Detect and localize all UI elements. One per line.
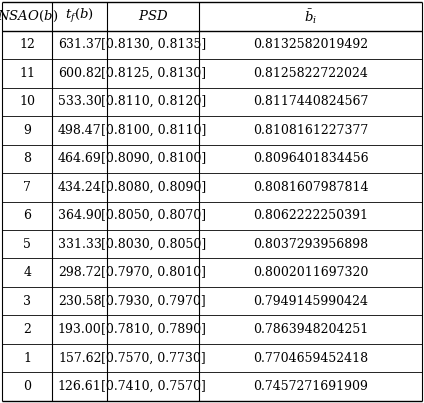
Text: 6: 6 xyxy=(23,209,31,222)
Text: 364.90: 364.90 xyxy=(58,209,102,222)
Text: 533.30: 533.30 xyxy=(58,95,102,108)
Text: [0.7410, 0.7570]: [0.7410, 0.7570] xyxy=(101,380,206,393)
Text: $NSAO(b)$: $NSAO(b)$ xyxy=(0,9,58,24)
Text: 0.8002011697320: 0.8002011697320 xyxy=(253,266,368,279)
Text: 230.58: 230.58 xyxy=(58,295,102,308)
Text: [0.7930, 0.7970]: [0.7930, 0.7970] xyxy=(101,295,206,308)
Text: 0: 0 xyxy=(23,380,31,393)
Text: 0.7704659452418: 0.7704659452418 xyxy=(253,352,368,365)
Text: 9: 9 xyxy=(23,124,31,137)
Text: 2: 2 xyxy=(23,323,31,336)
Text: [0.8090, 0.8100]: [0.8090, 0.8100] xyxy=(100,152,206,165)
Text: [0.8080, 0.8090]: [0.8080, 0.8090] xyxy=(100,181,206,194)
Text: 434.24: 434.24 xyxy=(58,181,102,194)
Text: 0.8081607987814: 0.8081607987814 xyxy=(253,181,368,194)
Text: 0.7863948204251: 0.7863948204251 xyxy=(253,323,368,336)
Text: 8: 8 xyxy=(23,152,31,165)
Text: [0.8100, 0.8110]: [0.8100, 0.8110] xyxy=(100,124,206,137)
Text: 4: 4 xyxy=(23,266,31,279)
Text: 11: 11 xyxy=(20,67,35,80)
Text: 0.8117440824567: 0.8117440824567 xyxy=(253,95,368,108)
Text: 0.8062222250391: 0.8062222250391 xyxy=(253,209,368,222)
Text: 298.72: 298.72 xyxy=(58,266,101,279)
Text: [0.8030, 0.8050]: [0.8030, 0.8050] xyxy=(100,238,206,251)
Text: [0.7810, 0.7890]: [0.7810, 0.7890] xyxy=(101,323,206,336)
Text: $t_f(b)$: $t_f(b)$ xyxy=(65,7,94,25)
Text: [0.8125, 0.8130]: [0.8125, 0.8130] xyxy=(100,67,206,80)
Text: [0.8110, 0.8120]: [0.8110, 0.8120] xyxy=(100,95,206,108)
Text: [0.7970, 0.8010]: [0.7970, 0.8010] xyxy=(101,266,206,279)
Text: 10: 10 xyxy=(20,95,35,108)
Text: 7: 7 xyxy=(23,181,31,194)
Text: 3: 3 xyxy=(23,295,31,308)
Text: 498.47: 498.47 xyxy=(58,124,102,137)
Text: 600.82: 600.82 xyxy=(58,67,102,80)
Text: [0.7570, 0.7730]: [0.7570, 0.7730] xyxy=(101,352,206,365)
Text: 0.8132582019492: 0.8132582019492 xyxy=(253,38,368,51)
Text: $\bar{b}_i$: $\bar{b}_i$ xyxy=(304,7,317,25)
Text: 12: 12 xyxy=(20,38,35,51)
Text: 0.8125822722024: 0.8125822722024 xyxy=(253,67,368,80)
Text: 5: 5 xyxy=(23,238,31,251)
Text: $PSD$: $PSD$ xyxy=(138,9,168,23)
Text: 0.8037293956898: 0.8037293956898 xyxy=(253,238,368,251)
Text: 1: 1 xyxy=(23,352,31,365)
Text: 0.7949145990424: 0.7949145990424 xyxy=(253,295,368,308)
Text: 0.8096401834456: 0.8096401834456 xyxy=(253,152,368,165)
Text: [0.8130, 0.8135]: [0.8130, 0.8135] xyxy=(100,38,206,51)
Text: 0.7457271691909: 0.7457271691909 xyxy=(253,380,368,393)
Text: 0.8108161227377: 0.8108161227377 xyxy=(253,124,368,137)
Text: 631.37: 631.37 xyxy=(58,38,102,51)
Text: 464.69: 464.69 xyxy=(58,152,102,165)
Text: 331.33: 331.33 xyxy=(58,238,102,251)
Text: [0.8050, 0.8070]: [0.8050, 0.8070] xyxy=(100,209,206,222)
Text: 126.61: 126.61 xyxy=(58,380,102,393)
Text: 193.00: 193.00 xyxy=(58,323,102,336)
Text: 157.62: 157.62 xyxy=(58,352,101,365)
